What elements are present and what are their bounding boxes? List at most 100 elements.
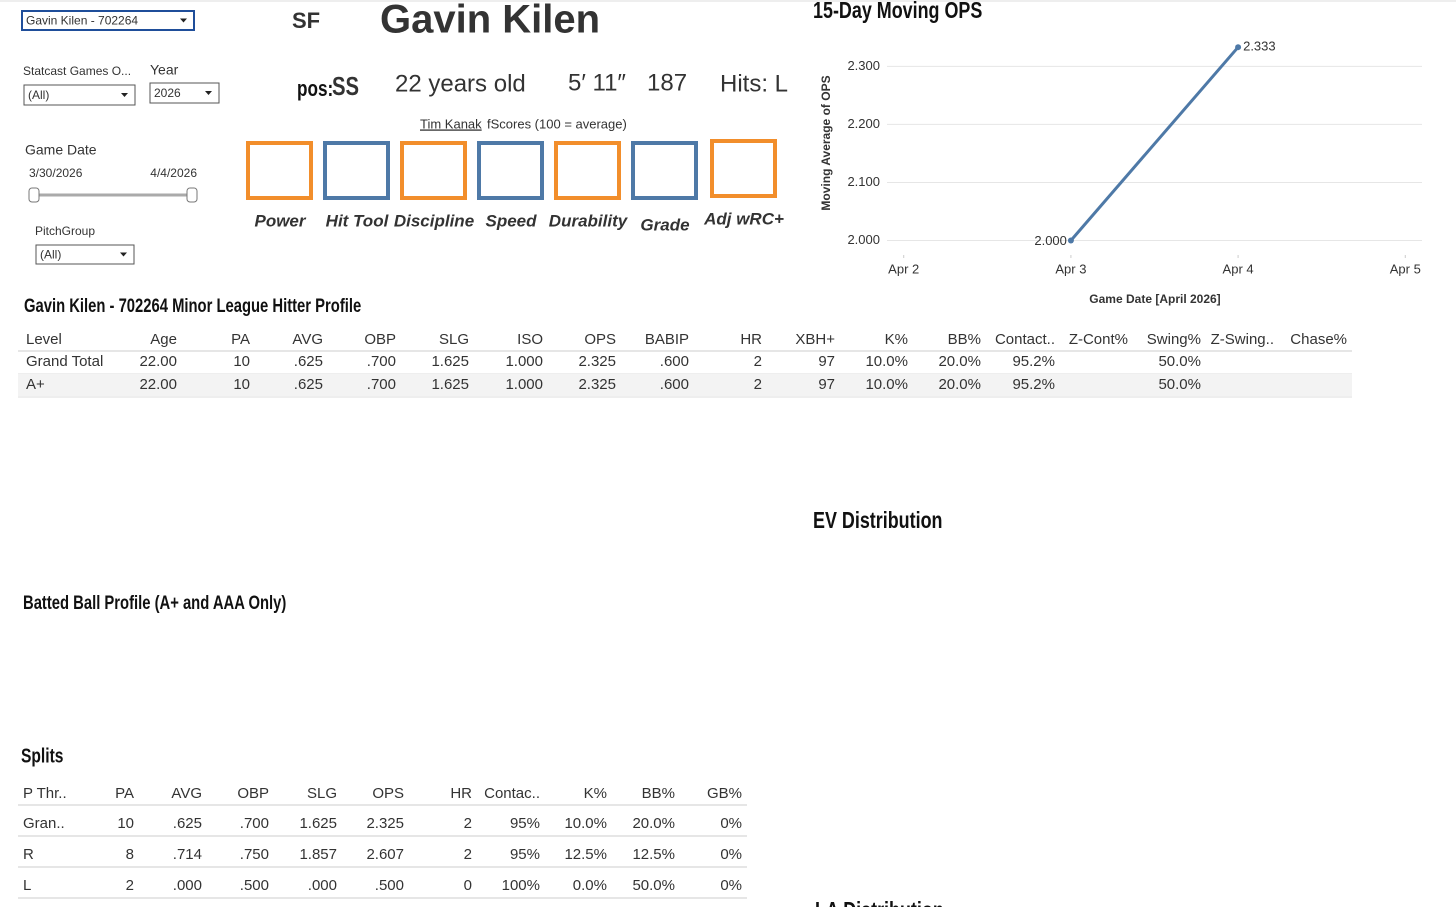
profile-header: PA xyxy=(231,331,250,348)
profile-header: OBP xyxy=(364,331,396,348)
x-tick-label: Apr 2 xyxy=(888,261,919,276)
splits-cell: .000 xyxy=(173,877,202,894)
profile-cell: 97 xyxy=(818,353,835,370)
y-tick-label: 2.100 xyxy=(847,174,880,189)
splits-header: AVG xyxy=(171,785,202,802)
profile-cell: 1.625 xyxy=(431,353,469,370)
team: SF xyxy=(292,8,320,33)
batter-dropdown-arrow xyxy=(180,18,187,23)
section-title: Batted Ball Profile (A+ and AAA Only) xyxy=(23,592,286,613)
fscore-box xyxy=(477,141,544,200)
data-label: 2.333 xyxy=(1243,39,1276,54)
profile-header: XBH+ xyxy=(795,331,835,348)
year-dropdown[interactable] xyxy=(149,82,220,104)
fscores-author[interactable]: Tim Kanak xyxy=(420,116,482,131)
splits-cell: 1.625 xyxy=(299,815,337,832)
splits-cell: .750 xyxy=(240,846,269,863)
year-dropdown-arrow xyxy=(205,91,212,95)
fscore-box xyxy=(631,141,698,200)
profile-header: ISO xyxy=(517,331,543,348)
profile-header: Chase% xyxy=(1290,331,1347,348)
profile-cell: 95.2% xyxy=(1012,376,1055,393)
splits-cell: Gran.. xyxy=(23,815,65,832)
line xyxy=(1069,46,1240,242)
x-tick-label: Apr 3 xyxy=(1055,261,1086,276)
fscore-label: Discipline xyxy=(394,211,474,230)
splits-cell: 0.0% xyxy=(573,877,607,894)
pitchgroup-dropdown-arrow xyxy=(120,252,127,257)
splits-title: Splits xyxy=(21,744,63,766)
profile-cell: 2 xyxy=(754,353,762,370)
profile-cell: 50.0% xyxy=(1158,376,1201,393)
weight: 187 xyxy=(647,69,687,96)
date-slider-handle[interactable] xyxy=(186,187,198,203)
splits-cell: 95% xyxy=(510,846,540,863)
profile-header: BABIP xyxy=(645,331,689,348)
hits: Hits: L xyxy=(720,70,788,97)
y-axis-label: Moving Average of OPS xyxy=(819,75,833,210)
x-tick-label: Apr 4 xyxy=(1223,261,1254,276)
data-label: 2.000 xyxy=(1034,233,1067,248)
profile-cell: 1.000 xyxy=(505,376,543,393)
fscore-box xyxy=(554,141,621,200)
profile-cell: 22.00 xyxy=(139,353,177,370)
batter-dropdown-value: Gavin Kilen - 702264 xyxy=(26,14,138,28)
splits-header: Contac.. xyxy=(484,785,540,802)
date-slider-handle[interactable] xyxy=(28,187,40,203)
profile-header: BB% xyxy=(948,331,981,348)
pitchgroup-dropdown[interactable] xyxy=(35,244,135,265)
profile-cell: Grand Total xyxy=(26,353,103,370)
profile-header: Z-Cont% xyxy=(1069,331,1128,348)
splits-header: OPS xyxy=(372,785,404,802)
splits-header: K% xyxy=(584,785,607,802)
splits-cell: 2.325 xyxy=(366,815,404,832)
profile-cell: 20.0% xyxy=(938,376,981,393)
splits-cell: 10 xyxy=(117,815,134,832)
statcast-dropdown[interactable] xyxy=(23,84,136,106)
profile-header: SLG xyxy=(439,331,469,348)
profile-header: Z-Swing.. xyxy=(1211,331,1274,348)
pos: SS xyxy=(332,71,359,100)
splits-cell: 50.0% xyxy=(632,877,675,894)
game-date-label: Game Date xyxy=(25,142,97,158)
statcast-label: Statcast Games O... xyxy=(23,64,131,78)
statcast-dropdown-arrow xyxy=(121,93,128,97)
profile-cell: 10.0% xyxy=(865,353,908,370)
fscore-box xyxy=(710,139,777,198)
pos-label: pos: xyxy=(297,77,333,102)
splits-cell: 2.607 xyxy=(366,846,404,863)
profile-cell: 95.2% xyxy=(1012,353,1055,370)
splits-cell: .500 xyxy=(375,877,404,894)
splits-cell: 0% xyxy=(720,877,742,894)
batter-dropdown[interactable] xyxy=(21,10,195,31)
splits-header: OBP xyxy=(237,785,269,802)
section-title: LA Distribution xyxy=(815,898,944,907)
year-dropdown-value: 2026 xyxy=(154,86,181,100)
profile-cell: 1.000 xyxy=(505,353,543,370)
height: 5′ 11″ xyxy=(568,69,626,96)
profile-cell: .700 xyxy=(367,376,396,393)
splits-cell: 20.0% xyxy=(632,815,675,832)
splits-header: PA xyxy=(115,785,134,802)
splits-cell: 0% xyxy=(720,846,742,863)
splits-cell: L xyxy=(23,877,31,894)
profile-header: Level xyxy=(26,331,62,348)
fscore-label: Power xyxy=(254,211,306,230)
profile-cell: 10.0% xyxy=(865,376,908,393)
date-start: 3/30/2026 xyxy=(29,166,83,180)
profile-cell: 10 xyxy=(233,376,250,393)
splits-cell: 95% xyxy=(510,815,540,832)
splits-header: P Thr.. xyxy=(23,785,67,802)
profile-header: OPS xyxy=(584,331,616,348)
profile-cell: .600 xyxy=(660,353,689,370)
splits-cell: .714 xyxy=(173,846,202,863)
player-name: Gavin Kilen xyxy=(380,0,600,42)
splits-cell: 12.5% xyxy=(564,846,607,863)
chart-title: 15-Day Moving OPS xyxy=(813,0,982,24)
date-end: 4/4/2026 xyxy=(150,166,197,180)
profile-title: Gavin Kilen - 702264 Minor League Hitter… xyxy=(24,295,361,316)
y-tick-label: 2.200 xyxy=(847,116,880,131)
splits-header: BB% xyxy=(642,785,675,802)
